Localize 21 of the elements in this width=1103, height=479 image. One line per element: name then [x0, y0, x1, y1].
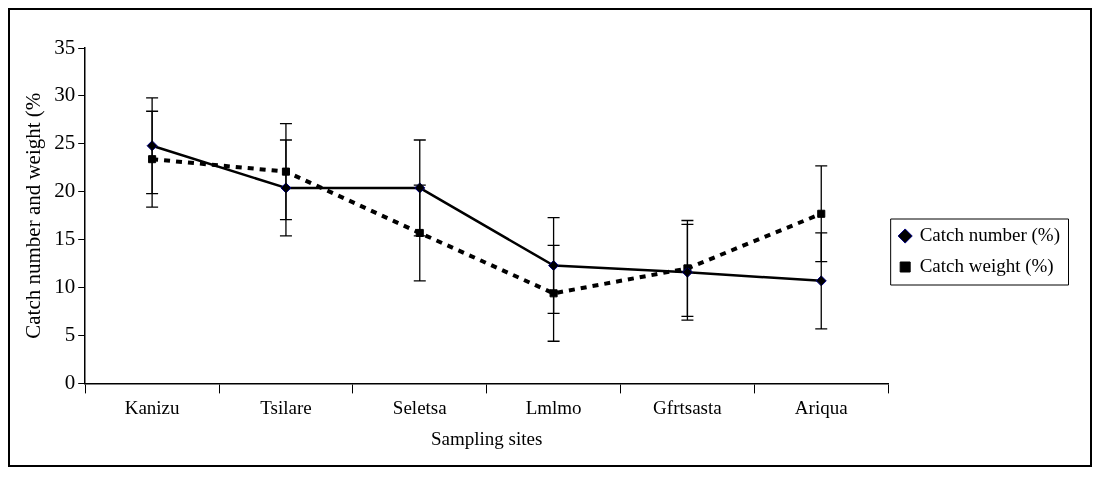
- x-tick-label: Seletsa: [392, 396, 448, 418]
- legend-label: Catch weight (%): [919, 254, 1054, 277]
- x-tick-label: Ariqua: [794, 396, 849, 418]
- point: [549, 289, 558, 298]
- y-tick-label: 35: [54, 34, 76, 59]
- point: [681, 266, 693, 278]
- x-axis-title: Sampling sites: [430, 427, 543, 449]
- y-tick-label: 10: [54, 274, 76, 299]
- x-tick-label: Gfrtsasta: [653, 396, 723, 418]
- x-tick-label: Kanizu: [124, 396, 181, 418]
- y-axis-title: Catch number and weight (%: [21, 92, 46, 339]
- x-tick-label: Lmlmo: [525, 396, 582, 418]
- y-tick-label: 20: [54, 178, 76, 203]
- x-tick-label: Tsilare: [260, 396, 312, 418]
- point: [815, 275, 827, 287]
- y-tick-label: 15: [54, 226, 76, 251]
- legend-label: Catch number (%): [919, 223, 1061, 246]
- y-tick-label: 25: [54, 130, 76, 155]
- y-tick-label: 5: [64, 322, 76, 346]
- y-tick-label: 30: [54, 82, 76, 107]
- y-tick-label: 0: [64, 369, 76, 394]
